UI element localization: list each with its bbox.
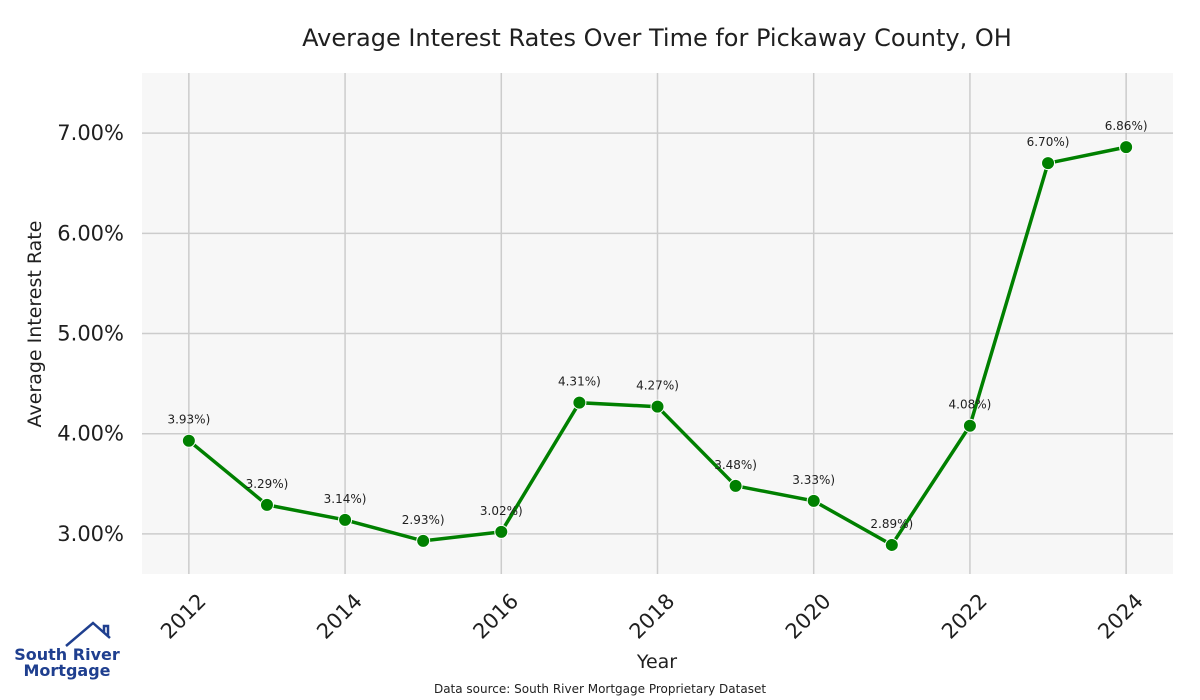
y-axis-ticks: 3.00% 4.00% 5.00% 6.00% 7.00%: [57, 121, 124, 546]
data-point: [728, 478, 743, 493]
y-tick-label: 4.00%: [57, 422, 124, 446]
data-point: [806, 493, 821, 508]
x-tick-label: 2024: [1093, 589, 1148, 644]
data-point: [1041, 156, 1056, 171]
logo-text-line2: Mortgage: [23, 661, 110, 680]
y-tick-label: 6.00%: [57, 221, 124, 245]
x-tick-label: 2018: [625, 589, 680, 644]
data-point: [259, 497, 274, 512]
data-label: 3.02%): [480, 504, 523, 518]
data-point: [884, 537, 899, 552]
y-axis-label: Average Interest Rate: [24, 221, 46, 428]
data-point: [962, 418, 977, 433]
x-tick-label: 2022: [937, 589, 992, 644]
data-label: 2.93%): [402, 513, 445, 527]
data-label: 3.29%): [246, 477, 289, 491]
data-label: 6.70%): [1027, 135, 1070, 149]
data-point: [181, 433, 196, 448]
data-label: 4.31%): [558, 375, 601, 389]
data-point: [494, 524, 509, 539]
house-roof-icon: [65, 621, 111, 647]
data-point: [572, 395, 587, 410]
data-label: 4.27%): [636, 379, 679, 393]
x-axis-label: Year: [636, 651, 677, 673]
x-tick-label: 2016: [468, 589, 523, 644]
x-axis-ticks: 2012 2014 2016 2018 2020 2022 2024: [156, 589, 1148, 644]
y-tick-label: 5.00%: [57, 322, 124, 346]
y-tick-label: 7.00%: [57, 121, 124, 145]
data-source-note: Data source: South River Mortgage Propri…: [434, 682, 766, 696]
data-point: [338, 512, 353, 527]
data-point: [416, 533, 431, 548]
x-tick-label: 2014: [312, 589, 367, 644]
data-label: 3.33%): [792, 473, 835, 487]
data-points: [181, 140, 1134, 552]
data-label: 3.93%): [167, 413, 210, 427]
chart-title: Average Interest Rates Over Time for Pic…: [302, 24, 1012, 52]
data-labels: 3.93%) 3.29%) 3.14%) 2.93%) 3.02%) 4.31%) 4.27…: [167, 119, 1147, 531]
data-label: 2.89%): [870, 517, 913, 531]
x-tick-label: 2012: [156, 589, 211, 644]
x-tick-label: 2020: [781, 589, 836, 644]
data-label: 3.48%): [714, 458, 757, 472]
data-label: 4.08%): [949, 398, 992, 412]
data-label: 3.14%): [324, 492, 367, 506]
y-tick-label: 3.00%: [57, 522, 124, 546]
logo-text-line1: South River: [14, 645, 120, 664]
gridlines: [142, 73, 1173, 574]
south-river-mortgage-logo: South River Mortgage: [14, 621, 120, 680]
data-label: 6.86%): [1105, 119, 1148, 133]
data-point: [1119, 140, 1134, 155]
data-point: [650, 399, 665, 414]
